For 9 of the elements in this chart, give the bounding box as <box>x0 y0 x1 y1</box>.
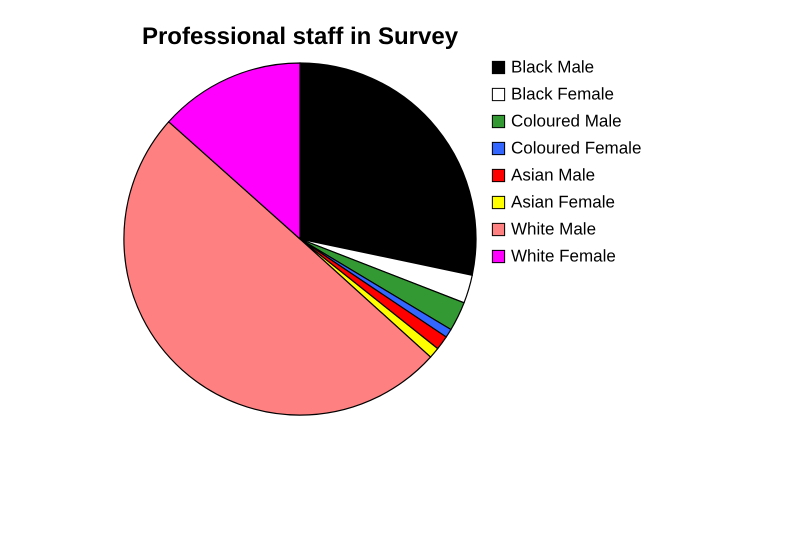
legend-label: White Female <box>511 246 616 266</box>
legend-label: White Male <box>511 220 596 238</box>
chart-title: Professional staff in Survey <box>142 23 459 50</box>
legend-label: Asian Female <box>511 192 615 212</box>
legend-label: Asian Male <box>511 166 596 184</box>
legend-label: Coloured Female <box>511 138 642 158</box>
legend-label: Black Female <box>511 84 614 104</box>
legend-label: Black Male <box>511 58 594 76</box>
legend-label: Coloured Male <box>511 112 622 130</box>
